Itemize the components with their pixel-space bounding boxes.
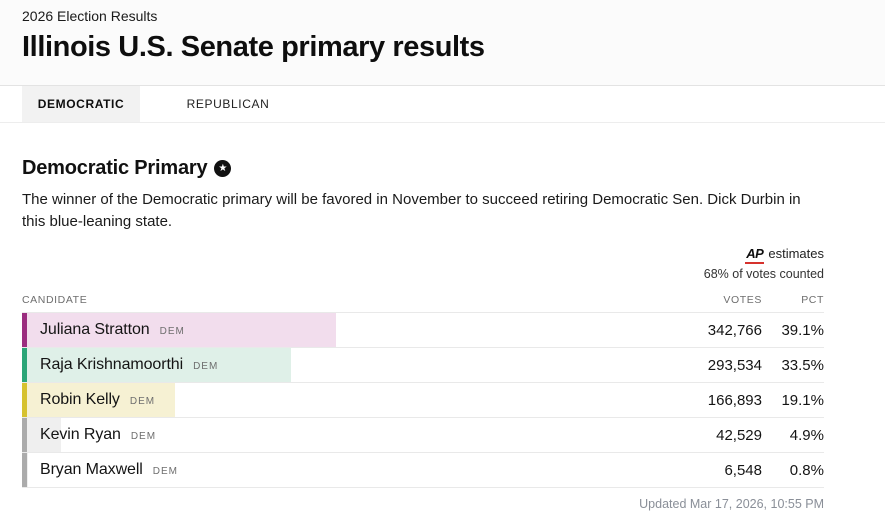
candidate-cell: Robin Kelly DEM (22, 391, 647, 409)
star-circle-icon: ★ (214, 160, 232, 177)
candidate-name: Bryan Maxwell (40, 461, 143, 478)
source-meta: AP estimates 68% of votes counted (22, 246, 824, 282)
tab-democratic[interactable]: DEMOCRATIC (22, 86, 140, 122)
pct-value: 4.9% (789, 426, 824, 444)
row-cells: Raja Krishnamoorthi DEM 293,534 33.5% (22, 348, 824, 382)
column-header-pct: PCT (801, 294, 824, 306)
pct-value: 33.5% (781, 356, 824, 374)
pct-value: 39.1% (781, 321, 824, 339)
party-tab-bar: DEMOCRATIC REPUBLICAN (0, 86, 885, 123)
pct-value: 0.8% (789, 461, 824, 479)
votes-value: 6,548 (724, 461, 762, 479)
candidate-name: Raja Krishnamoorthi (40, 356, 184, 373)
breadcrumb-election-results[interactable]: 2026 Election Results (22, 8, 158, 24)
tab-republican[interactable]: REPUBLICAN (186, 97, 270, 111)
party-label: DEM (193, 361, 219, 372)
votes-value: 293,534 (707, 356, 762, 374)
row-cells: Bryan Maxwell DEM 6,548 0.8% (22, 453, 824, 487)
pct-value: 19.1% (781, 391, 824, 409)
candidate-row: Bryan Maxwell DEM 6,548 0.8% (22, 453, 824, 488)
votes-value: 42,529 (716, 426, 762, 444)
column-header-candidate: CANDIDATE (22, 294, 88, 306)
candidate-row: Juliana Stratton DEM 342,766 39.1% (22, 313, 824, 348)
result-bar (22, 313, 336, 347)
column-header-votes: VOTES (723, 294, 762, 306)
candidate-name: Juliana Stratton (40, 321, 150, 338)
party-label: DEM (152, 466, 178, 477)
table-header-row: CANDIDATE VOTES PCT (22, 294, 824, 313)
row-cells: Kevin Ryan DEM 42,529 4.9% (22, 418, 824, 452)
candidate-cell: Kevin Ryan DEM (22, 426, 647, 444)
result-bar (22, 453, 29, 487)
candidate-name: Robin Kelly (40, 391, 120, 408)
section-heading-row: Democratic Primary ★ (22, 157, 824, 180)
candidate-row: Kevin Ryan DEM 42,529 4.9% (22, 418, 824, 453)
result-bar (22, 383, 176, 417)
estimates-label: estimates (768, 246, 824, 261)
results-content: Democratic Primary ★ The winner of the D… (22, 157, 824, 511)
page-title: Illinois U.S. Senate primary results (22, 31, 485, 63)
candidate-cell: Bryan Maxwell DEM (22, 461, 647, 479)
row-cells: Juliana Stratton DEM 342,766 39.1% (22, 313, 824, 347)
party-label: DEM (130, 431, 157, 442)
result-bar (22, 418, 62, 452)
section-heading: Democratic Primary (22, 157, 208, 179)
updated-timestamp: Updated Mar 17, 2026, 10:55 PM (639, 497, 824, 511)
votes-counted-label: 68% of votes counted (703, 267, 824, 281)
party-label: DEM (159, 326, 185, 337)
candidate-row: Robin Kelly DEM 166,893 19.1% (22, 383, 824, 418)
page-header: 2026 Election Results Illinois U.S. Sena… (0, 0, 885, 86)
party-label: DEM (129, 396, 156, 407)
candidate-name: Kevin Ryan (40, 426, 121, 443)
results-table-body: Juliana Stratton DEM 342,766 39.1% Raja Kris… (22, 313, 824, 488)
votes-value: 166,893 (707, 391, 762, 409)
candidate-cell: Raja Krishnamoorthi DEM (22, 356, 647, 374)
candidate-row: Raja Krishnamoorthi DEM 293,534 33.5% (22, 348, 824, 383)
ap-estimates-line: AP estimates (22, 246, 824, 264)
candidate-cell: Juliana Stratton DEM (22, 321, 647, 339)
row-cells: Robin Kelly DEM 166,893 19.1% (22, 383, 824, 417)
result-bar (22, 348, 291, 382)
votes-value: 342,766 (707, 321, 762, 339)
ap-logo: AP (745, 246, 765, 264)
section-description: The winner of the Democratic primary wil… (22, 191, 801, 230)
